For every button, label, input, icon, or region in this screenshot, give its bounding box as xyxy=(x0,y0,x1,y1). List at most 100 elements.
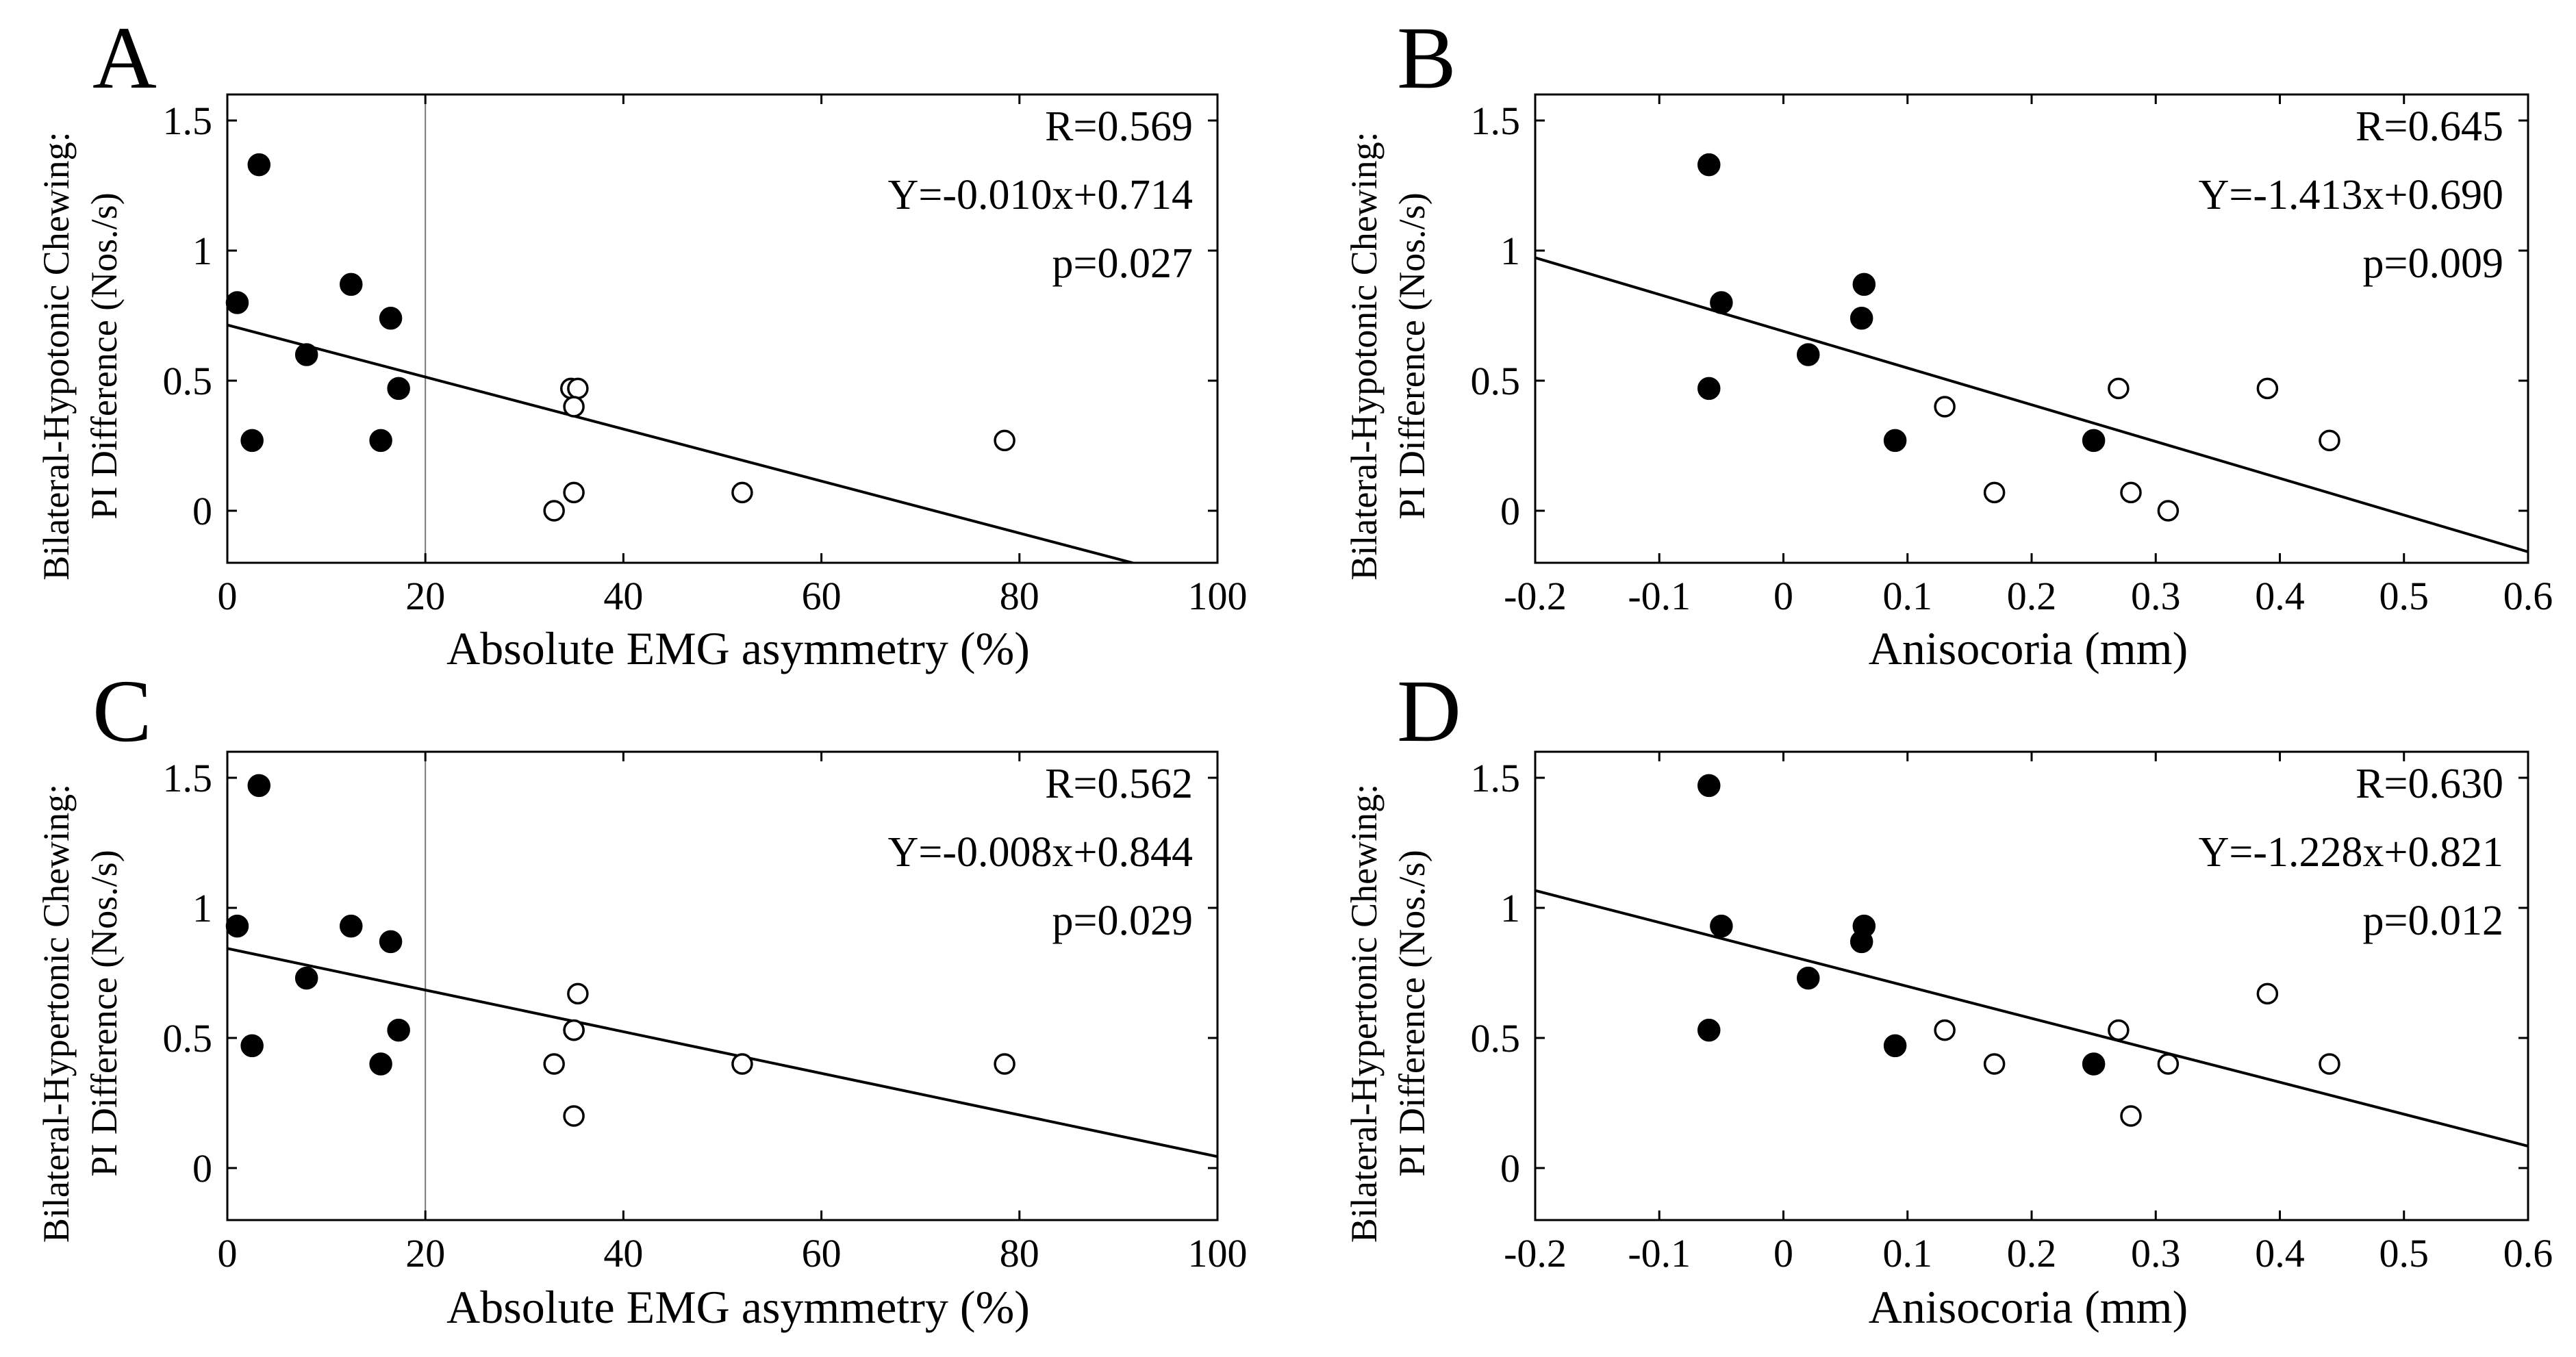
y-axis-label-line1: Bilateral-Hypertonic Chewing: xyxy=(1343,784,1385,1243)
x-tick-label: 0.4 xyxy=(2255,574,2305,618)
y-tick-label: 0.5 xyxy=(163,1016,213,1061)
stat-p: p=0.012 xyxy=(2363,898,2503,944)
data-point-filled xyxy=(369,1052,392,1076)
x-tick-label: 20 xyxy=(405,1231,445,1276)
y-axis-label-line2: PI Difference (Nos./s) xyxy=(84,850,125,1176)
data-point-filled xyxy=(2082,1052,2106,1076)
regression-line xyxy=(1535,256,2528,553)
stat-r: R=0.562 xyxy=(1045,761,1193,807)
data-point-open xyxy=(731,1053,753,1075)
y-tick-label: 0 xyxy=(1500,1146,1520,1191)
data-point-filled xyxy=(294,343,318,366)
data-point-open xyxy=(1934,1019,1956,1041)
data-point-filled xyxy=(1710,914,1733,938)
data-point-filled xyxy=(340,914,363,938)
x-tick-label: 0.5 xyxy=(2379,1231,2429,1276)
data-point-filled xyxy=(247,774,271,798)
y-tick-label: 1.5 xyxy=(163,756,213,800)
data-point-open xyxy=(1983,481,2006,504)
panel-label-a: A xyxy=(92,9,157,107)
y-tick-label: 0.5 xyxy=(1471,359,1521,403)
stat-equation: Y=-0.008x+0.844 xyxy=(888,829,1193,876)
x-tick-label: 0.3 xyxy=(2131,1231,2181,1276)
panel-label-c: C xyxy=(92,662,152,761)
x-tick-label: 0.6 xyxy=(2503,1231,2553,1276)
data-point-filled xyxy=(340,272,363,296)
data-point-filled xyxy=(1797,966,1820,990)
y-axis-label-line2: PI Difference (Nos./s) xyxy=(1391,850,1432,1176)
plot-frame xyxy=(226,750,1219,1221)
data-point-filled xyxy=(379,930,403,954)
data-point-filled xyxy=(1797,343,1820,366)
data-point-open xyxy=(2157,1053,2180,1075)
data-point-open xyxy=(2108,377,2130,400)
y-axis-label-line1: Bilateral-Hypertonic Chewing: xyxy=(36,784,77,1243)
stat-equation: Y=-1.413x+0.690 xyxy=(2199,172,2503,218)
data-point-filled xyxy=(369,429,392,453)
x-tick-label: 0.2 xyxy=(2007,574,2057,618)
data-point-open xyxy=(567,377,589,400)
x-tick-label: 0.3 xyxy=(2131,574,2181,618)
data-point-open xyxy=(567,982,589,1005)
data-point-open xyxy=(2256,982,2279,1005)
data-point-filled xyxy=(1697,153,1721,177)
x-tick-label: -0.2 xyxy=(1504,1231,1567,1276)
data-point-open xyxy=(563,481,585,504)
y-axis-label-line1: Bilateral-Hypotonic Chewing: xyxy=(1343,131,1385,580)
data-point-filled xyxy=(1883,429,1907,453)
regression-line xyxy=(227,947,1217,1158)
stat-r: R=0.630 xyxy=(2356,761,2503,807)
y-tick-label: 1 xyxy=(1500,229,1520,273)
data-point-open xyxy=(543,1053,565,1075)
data-point-filled xyxy=(247,153,271,177)
data-point-filled xyxy=(387,377,410,401)
x-tick-label: 0.5 xyxy=(2379,574,2429,618)
data-point-open xyxy=(2319,429,2340,452)
y-tick-label: 1.5 xyxy=(1471,756,1521,800)
x-tick-label: 0.6 xyxy=(2503,574,2553,618)
x-axis-label: Absolute EMG asymmetry (%) xyxy=(446,622,1030,674)
data-point-open xyxy=(994,1053,1015,1075)
data-point-open xyxy=(2256,377,2279,400)
y-tick-label: 1.5 xyxy=(163,99,213,143)
data-point-open xyxy=(2157,500,2180,522)
x-axis-label: Anisocoria (mm) xyxy=(1869,622,2188,674)
data-point-open xyxy=(2108,1019,2130,1041)
data-point-open xyxy=(2319,1053,2340,1075)
regression-line xyxy=(1535,889,2528,1147)
data-point-open xyxy=(563,1105,585,1127)
y-tick-label: 1 xyxy=(1500,886,1520,930)
stat-equation: Y=-0.010x+0.714 xyxy=(888,172,1193,218)
data-point-open xyxy=(1983,1053,2006,1075)
panel-d: Bilateral-Hypertonic Chewing: PI Differe… xyxy=(1343,750,2553,1333)
data-point-filled xyxy=(2082,429,2106,453)
x-tick-label: 40 xyxy=(603,574,643,618)
data-point-open xyxy=(994,429,1015,452)
panel-label-b: B xyxy=(1397,9,1456,107)
stat-p: p=0.029 xyxy=(1052,898,1193,944)
regression-line xyxy=(227,323,1138,563)
data-point-filled xyxy=(294,966,318,990)
x-tick-label: 0 xyxy=(218,1231,238,1276)
stat-p: p=0.009 xyxy=(2363,240,2503,287)
data-point-open xyxy=(1934,396,1956,418)
x-tick-label: 0 xyxy=(1773,1231,1793,1276)
x-tick-label: 20 xyxy=(405,574,445,618)
x-tick-label: 60 xyxy=(802,574,842,618)
x-tick-label: 0.1 xyxy=(1883,1231,1933,1276)
y-tick-label: 0.5 xyxy=(163,359,213,403)
x-tick-label: 60 xyxy=(802,1231,842,1276)
x-tick-label: 40 xyxy=(603,1231,643,1276)
data-point-open xyxy=(563,1019,585,1041)
panel-b: Bilateral-Hypotonic Chewing: PI Differen… xyxy=(1343,93,2553,674)
y-tick-label: 0 xyxy=(192,489,212,533)
data-point-filled xyxy=(1852,914,1876,938)
data-point-filled xyxy=(1697,377,1721,401)
x-axis-label: Absolute EMG asymmetry (%) xyxy=(446,1281,1030,1333)
y-tick-label: 1 xyxy=(192,886,212,930)
data-point-filled xyxy=(1697,1018,1721,1042)
plot-frame xyxy=(226,93,1219,564)
data-point-filled xyxy=(1852,272,1876,296)
